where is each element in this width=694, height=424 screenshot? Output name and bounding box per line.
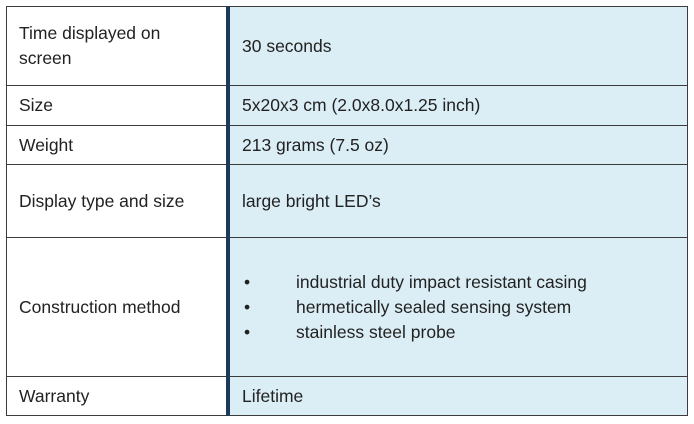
label: Warranty bbox=[6, 376, 230, 416]
label: Weight bbox=[6, 125, 230, 165]
row: Size 5x20x3 cm (2.0x8.0x1.25 inch) bbox=[6, 85, 688, 126]
value: 213 grams (7.5 oz) bbox=[227, 125, 688, 165]
value: Lifetime bbox=[227, 376, 688, 416]
value: industrial duty impact resistant casing … bbox=[227, 237, 688, 377]
bullet-item: stainless steel probe bbox=[242, 320, 675, 345]
label: Time displayed on screen bbox=[6, 6, 230, 86]
bullet-item: hermetically sealed sensing system bbox=[242, 295, 675, 320]
bullet-item: industrial duty impact resistant casing bbox=[242, 270, 675, 295]
label: Construction method bbox=[6, 237, 230, 377]
value: large bright LED’s bbox=[227, 164, 688, 238]
row: Warranty Lifetime bbox=[6, 376, 688, 416]
value: 5x20x3 cm (2.0x8.0x1.25 inch) bbox=[227, 85, 688, 126]
row: Time displayed on screen 30 seconds bbox=[6, 6, 688, 86]
spec-table: Time displayed on screen 30 seconds Size… bbox=[6, 6, 688, 416]
row: Construction method industrial duty impa… bbox=[6, 237, 688, 377]
row: Display type and size large bright LED’s bbox=[6, 164, 688, 238]
bullet-list: industrial duty impact resistant casing … bbox=[242, 270, 675, 345]
value: 30 seconds bbox=[227, 6, 688, 86]
label: Size bbox=[6, 85, 230, 126]
label: Display type and size bbox=[6, 164, 230, 238]
row: Weight 213 grams (7.5 oz) bbox=[6, 125, 688, 165]
